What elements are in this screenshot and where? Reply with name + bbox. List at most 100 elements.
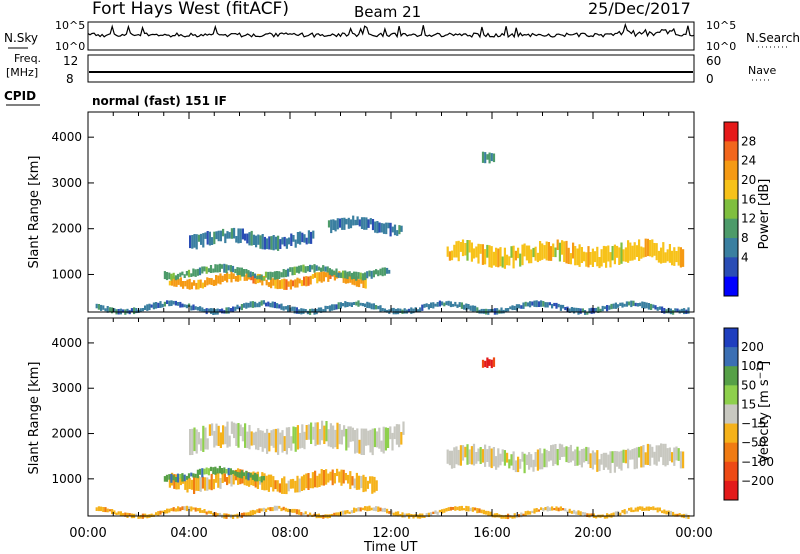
velocity-cell [666,448,669,466]
velocity-cell [106,508,109,513]
power-cell [282,306,285,311]
power-cell [662,242,665,263]
velocity-cell [534,452,537,467]
velocity-cell [204,477,207,491]
power-cell [457,240,460,262]
power-cell [657,250,660,263]
power-cell [324,305,327,313]
power-cell [515,304,518,311]
velocity-cell [186,477,189,493]
power-cell [375,305,378,310]
power-cell [641,301,644,309]
velocity-cell [195,477,198,491]
power-cell [279,239,282,249]
power-cell [508,256,511,266]
nave-label: Nave [748,64,776,77]
power-cell [300,308,303,315]
velocity-cell [481,359,485,368]
power-cell [609,252,612,268]
velocity-cell [348,511,351,514]
velocity-cell [677,448,680,461]
power-cell [436,302,439,307]
velocity-cell [298,478,301,493]
velocity-x-axis [87,318,695,516]
velocity-cell [190,472,193,477]
power-cell [644,238,647,257]
velocity-cell [287,480,290,492]
power-cell [280,272,283,278]
velocity-cell [625,510,628,514]
velocity-cell [469,507,472,512]
velocity-cell [524,511,527,516]
power-cell [276,303,279,309]
velocity-cell [307,424,310,440]
power-cell [614,302,617,309]
power-cell [590,307,593,314]
velocity-cell [457,449,460,466]
power-cell [100,304,103,311]
power-cell [257,234,260,245]
velocity-cell [290,436,293,451]
power-cell [363,217,366,230]
velocity-cell [262,476,265,481]
power-cell [482,308,485,314]
power-cell [368,270,371,277]
power-cell [334,220,337,232]
velocity-cell [212,512,215,516]
freq-label-unit: [MHz] [6,66,38,79]
power-cell [492,251,495,266]
power-cell [222,228,225,237]
power-cell [295,266,298,273]
power-cell [220,264,224,269]
velocity-cell [170,473,173,483]
velocity-cell [660,443,663,458]
power-cell [605,246,608,268]
power-cell [289,267,292,272]
velocity-cell [212,479,215,490]
power-cell [562,304,565,309]
power-cell [141,308,144,312]
power-cell [653,243,656,256]
velocity-cell [511,515,514,519]
velocity-cell [636,506,639,512]
velocity-cell [198,468,202,475]
velocity-cell [256,509,259,513]
power-cell [273,301,276,309]
power-cell [268,236,271,250]
velocity-cell [638,446,641,458]
velocity-cell [181,473,184,482]
velocity-cell [523,453,526,474]
velocity-cell [575,511,578,515]
velocity-cell [179,474,182,479]
velocity-cell [225,469,228,474]
velocity-cell [347,474,350,484]
power-cell [292,280,295,287]
velocity-cell [285,483,288,495]
velocity-cell [360,476,363,489]
power-cell [122,309,125,313]
power-cell [327,270,330,282]
velocity-cell [532,459,535,472]
power-cell [179,272,182,277]
velocity-cell [543,448,546,468]
power-cell [643,301,646,309]
velocity-cell [313,513,316,517]
power-cell [322,271,325,282]
power-cell [287,281,290,287]
velocity-cell [226,477,229,486]
velocity-cell [269,507,272,512]
power-cell [267,282,270,287]
power-cell [217,275,220,284]
power-cell [663,308,666,314]
velocity-cell [459,445,462,466]
velocity-cell [168,474,171,488]
velocity-cell [474,507,477,511]
velocity-cell [263,473,266,491]
power-cell [262,277,265,281]
power-cell [577,308,580,315]
velocity-cell [510,454,513,466]
power-cell [219,230,222,242]
velocity-cell [517,456,520,473]
velocity-cell [342,510,345,515]
power-cell [179,301,182,308]
